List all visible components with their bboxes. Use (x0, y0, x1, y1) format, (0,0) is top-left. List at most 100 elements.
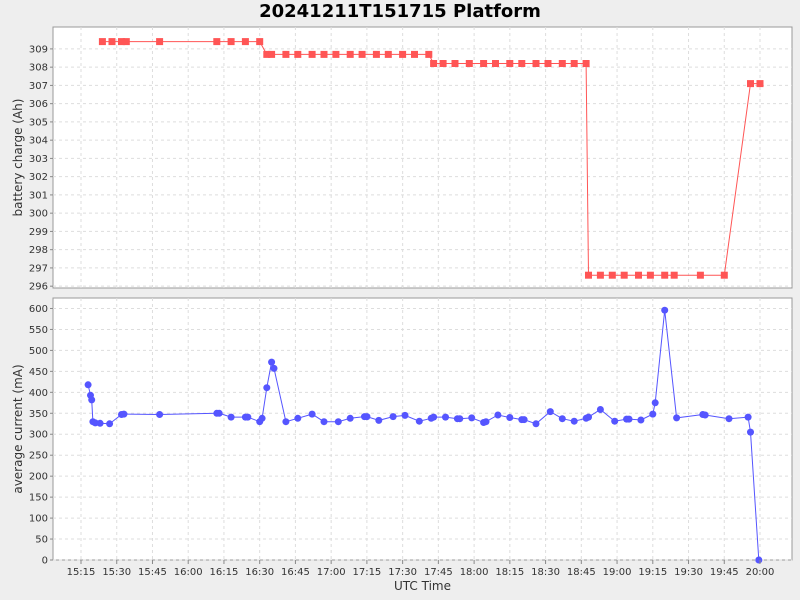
data-point (384, 50, 392, 58)
data-point (465, 60, 473, 67)
x-tick-label: 19:15 (638, 567, 667, 578)
data-point (320, 418, 328, 426)
data-point (256, 38, 264, 46)
data-point (637, 416, 645, 424)
x-tick-label: 19:00 (603, 567, 632, 578)
x-tick-label: 17:45 (424, 567, 453, 578)
data-point (670, 271, 678, 279)
data-point (227, 38, 235, 46)
data-point (320, 50, 328, 58)
data-point (294, 50, 302, 58)
data-point (661, 271, 669, 279)
x-tick-label: 18:30 (531, 567, 560, 578)
data-point (294, 414, 302, 422)
data-point (532, 60, 540, 67)
data-point (358, 50, 366, 58)
data-point (108, 38, 116, 46)
data-point (744, 413, 752, 421)
data-point (608, 271, 616, 279)
data-point (532, 420, 540, 428)
y-tick-label: 0 (42, 556, 48, 567)
data-point (120, 410, 128, 418)
data-point (334, 418, 342, 426)
data-point (506, 60, 514, 67)
data-point (720, 271, 728, 279)
data-point (430, 413, 438, 421)
y-tick-label: 300 (29, 209, 48, 220)
data-point (213, 38, 221, 46)
data-point (701, 411, 709, 419)
data-point (122, 38, 130, 46)
data-point (282, 50, 290, 58)
data-point (442, 413, 449, 421)
data-point (756, 80, 764, 88)
data-point (570, 60, 578, 67)
data-point (215, 409, 223, 417)
data-point (494, 411, 502, 419)
data-point (585, 413, 592, 421)
data-point (625, 415, 633, 423)
y-tick-label: 400 (29, 388, 48, 399)
data-point (651, 399, 659, 407)
x-tick-label: 18:15 (495, 567, 524, 578)
y-tick-label: 298 (29, 245, 48, 256)
y-axis-label: battery charge (Ah) (11, 99, 25, 217)
data-point (456, 415, 464, 423)
data-point (661, 306, 669, 314)
y-tick-label: 150 (29, 493, 48, 504)
data-point (482, 418, 490, 426)
y-tick-label: 50 (35, 535, 48, 546)
data-point (611, 417, 619, 425)
x-tick-label: 18:45 (567, 567, 596, 578)
chart-panel-1: 296 297 298 299 300 301 302 303 304 305 306 307 308 3… (11, 26, 793, 293)
data-point (401, 411, 409, 419)
data-point (375, 416, 383, 424)
y-tick-label: 305 (29, 117, 48, 128)
data-point (372, 50, 380, 58)
data-point (725, 415, 733, 423)
data-point (468, 414, 476, 422)
data-point (546, 408, 554, 416)
plot-area (52, 297, 793, 561)
y-tick-label: 550 (29, 325, 48, 336)
data-point (282, 418, 290, 426)
y-tick-label: 304 (29, 136, 48, 147)
data-point (263, 50, 271, 58)
data-point (118, 38, 125, 46)
data-point (332, 50, 340, 58)
data-point (268, 358, 276, 366)
plot-area (52, 26, 793, 289)
x-tick-label: 15:30 (102, 567, 131, 578)
data-point (415, 417, 423, 425)
data-point (244, 413, 252, 421)
data-point (227, 413, 235, 421)
data-point (430, 60, 438, 67)
data-point (596, 271, 604, 279)
data-point (596, 406, 604, 413)
y-tick-label: 600 (29, 304, 48, 315)
y-axis-label: average current (mA) (11, 364, 25, 493)
data-point (363, 413, 371, 421)
data-point (673, 414, 681, 422)
data-point (270, 364, 278, 372)
data-point (399, 50, 407, 58)
data-point (585, 271, 592, 279)
data-point (696, 271, 704, 279)
data-point (518, 60, 526, 67)
data-point (241, 38, 249, 46)
data-point (411, 50, 418, 58)
y-tick-label: 302 (29, 172, 48, 183)
y-tick-label: 303 (29, 154, 48, 165)
data-point (451, 60, 459, 67)
data-point (755, 556, 763, 564)
y-tick-label: 300 (29, 430, 48, 441)
x-tick-label: 20:00 (746, 567, 775, 578)
data-point (649, 410, 657, 418)
data-point (747, 80, 754, 88)
y-tick-label: 308 (29, 63, 48, 74)
x-tick-label: 16:15 (210, 567, 239, 578)
data-point (506, 414, 514, 421)
y-tick-label: 299 (29, 227, 48, 238)
data-point (558, 415, 566, 423)
data-point (346, 50, 354, 58)
